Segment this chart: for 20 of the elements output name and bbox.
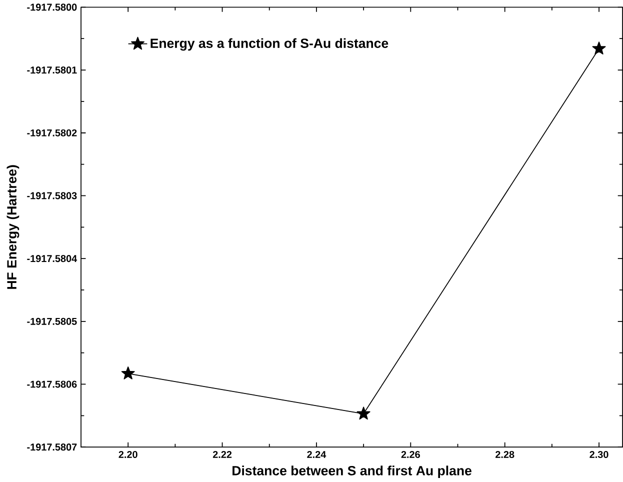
point bbox=[121, 366, 135, 380]
x-tick-label: 2.28 bbox=[496, 451, 514, 458]
x-tick-label: 2.22 bbox=[212, 451, 232, 458]
y-tick-label: -1917.5804 bbox=[27, 255, 78, 262]
x-tick-label: 2.30 bbox=[590, 451, 608, 458]
y-tick-label: -1917.5805 bbox=[27, 318, 77, 326]
x-tick-label: 2.24 bbox=[307, 451, 326, 458]
y-tick-label: -1917.5803 bbox=[27, 192, 77, 200]
point bbox=[356, 406, 370, 420]
y-tick-label: -1917.5807 bbox=[27, 444, 77, 451]
y-tick-label: -1917.5801 bbox=[27, 66, 77, 74]
legend-label: Energy as a function of S-Au distance bbox=[150, 38, 388, 51]
y-axis-title: HF Energy (Hartree) bbox=[6, 165, 20, 290]
x-tick-label: 2.26 bbox=[401, 451, 420, 458]
x-tick-label: 2.20 bbox=[118, 451, 138, 458]
y-tick-label: -1917.5802 bbox=[27, 130, 77, 137]
point bbox=[592, 42, 606, 55]
x-axis-title: Distance between S and first Au plane bbox=[232, 466, 472, 478]
y-tick-label: -1917.5800 bbox=[27, 4, 77, 11]
y-tick-label: -1917.5806 bbox=[27, 380, 77, 388]
